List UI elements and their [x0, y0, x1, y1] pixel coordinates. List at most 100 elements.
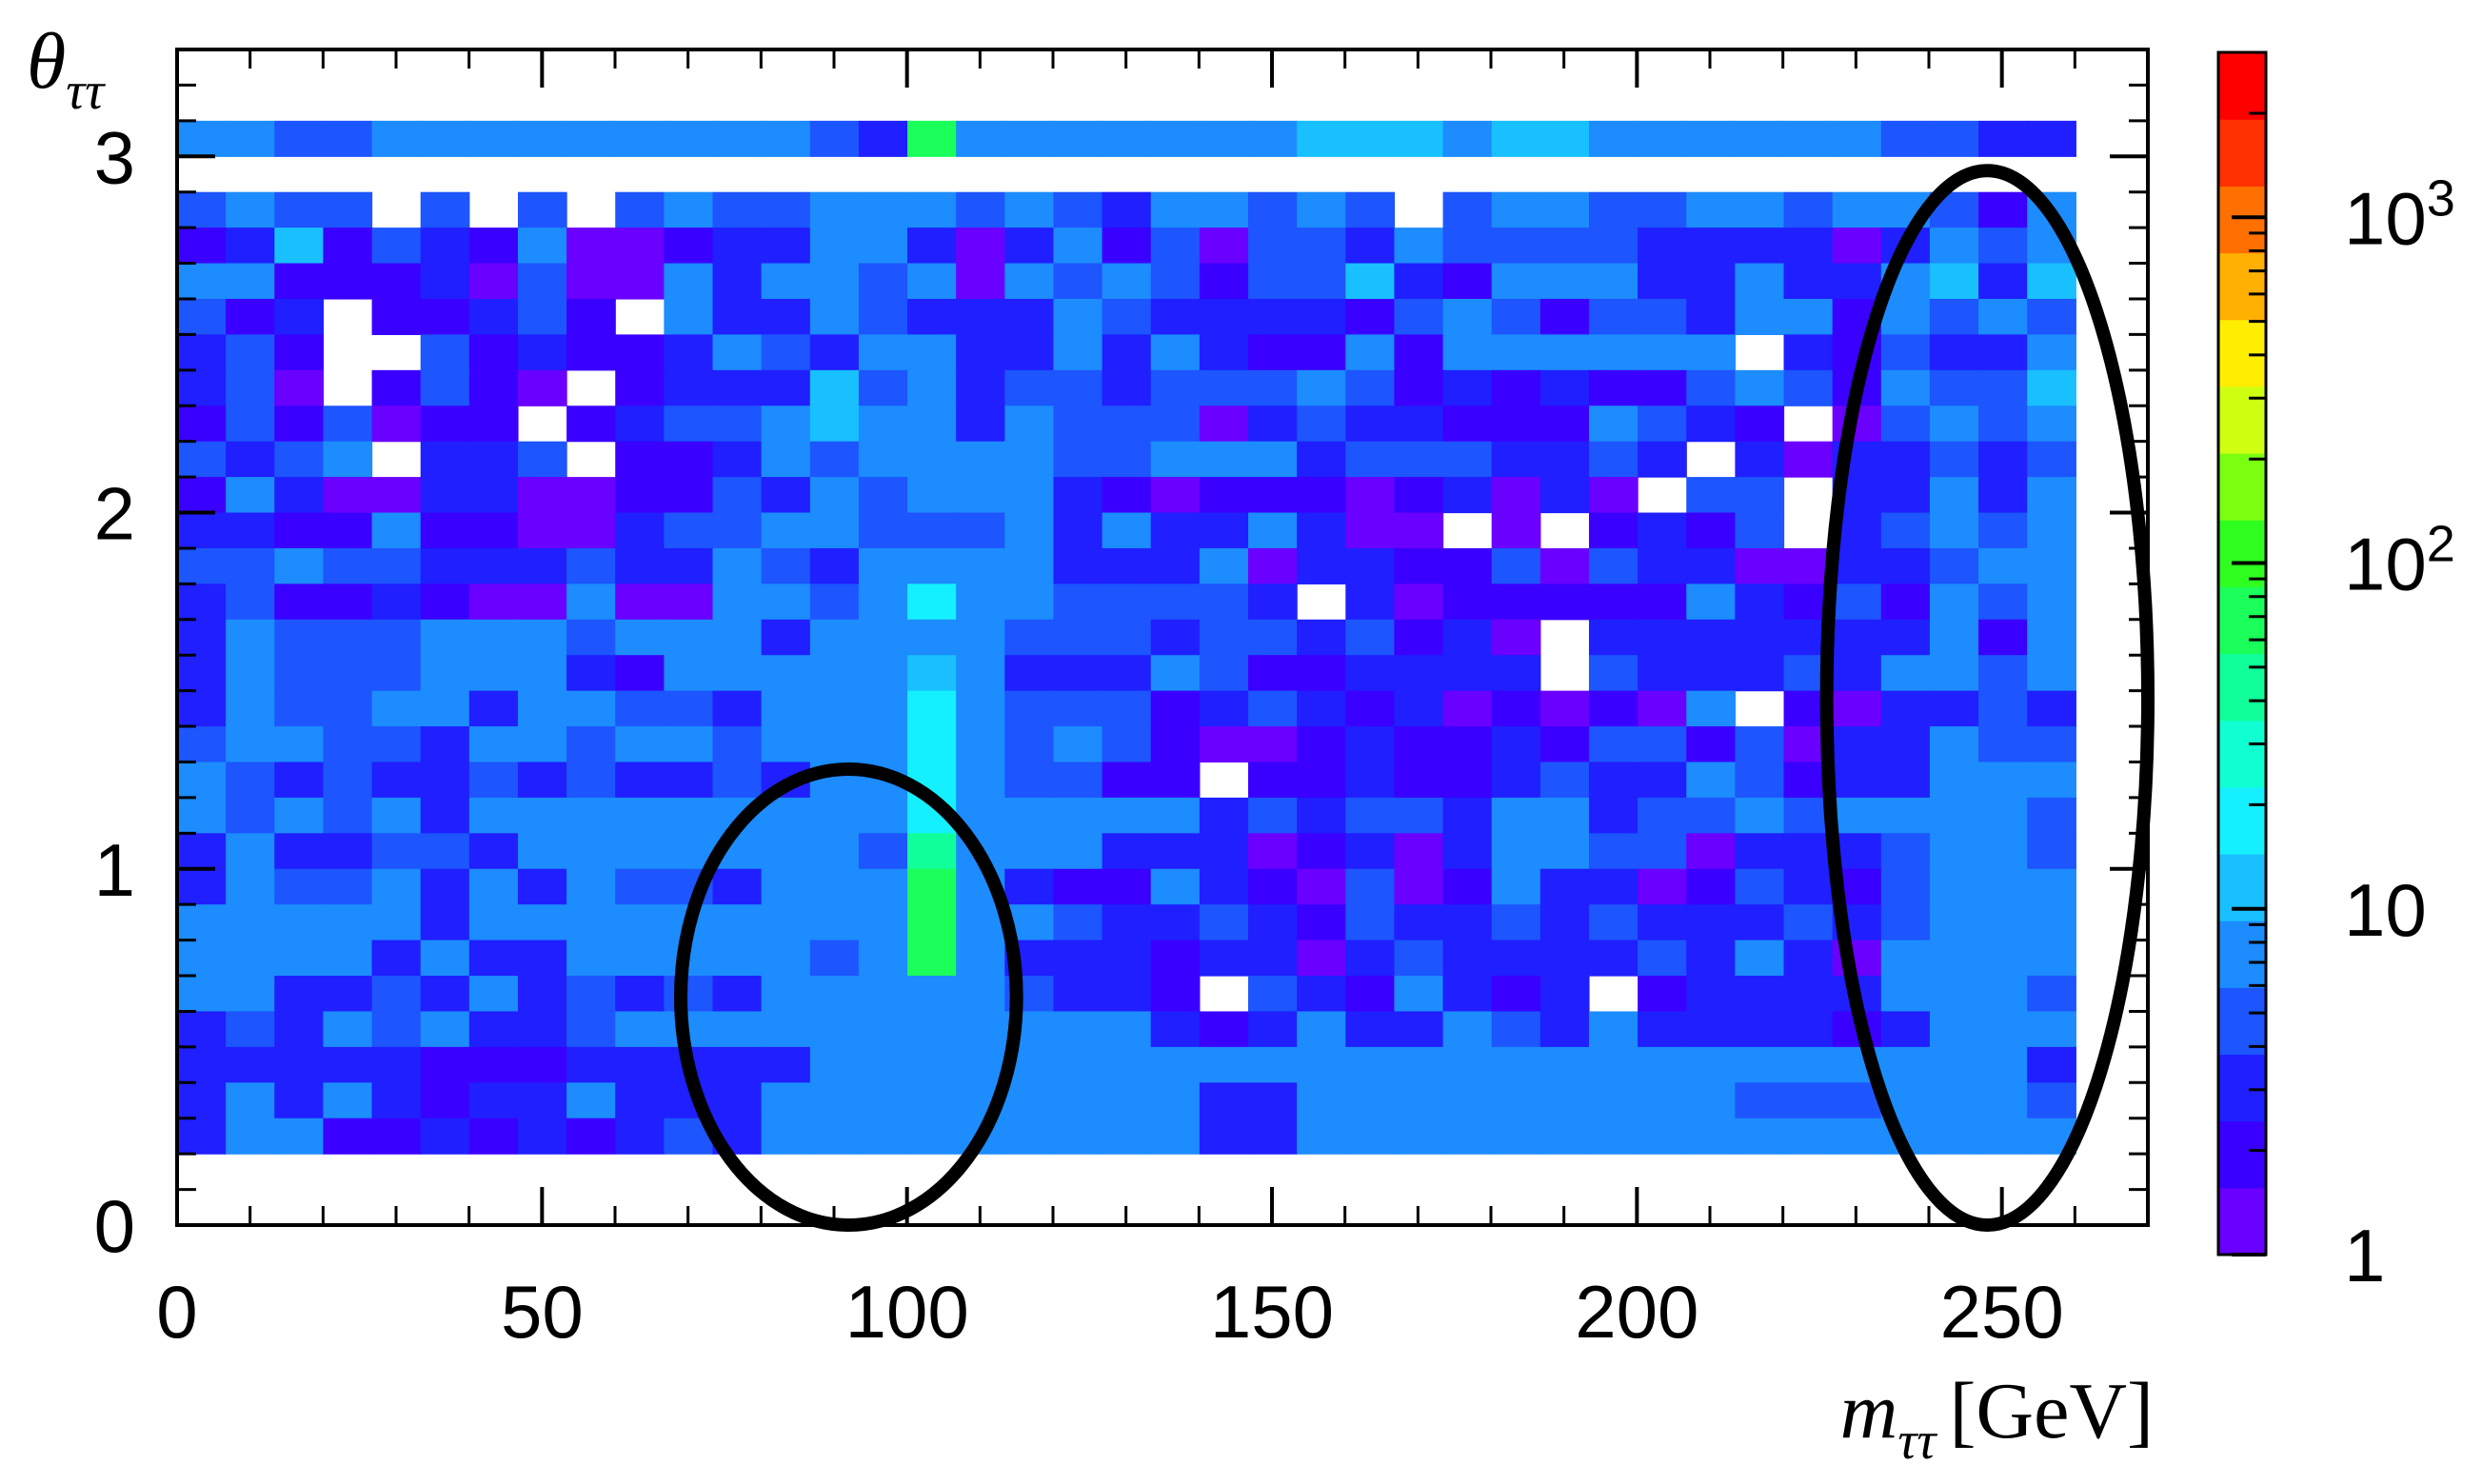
heatmap-cell — [1004, 263, 1055, 300]
heatmap-cell — [566, 334, 616, 371]
heatmap-cell — [1539, 334, 1590, 371]
heatmap-cell — [712, 726, 763, 763]
heatmap-cell — [809, 619, 860, 656]
heatmap-cell — [1394, 1046, 1444, 1083]
heatmap-cell — [1248, 477, 1298, 514]
heatmap-cell — [1686, 1011, 1736, 1048]
heatmap-cell — [1297, 868, 1346, 905]
heatmap-cell — [712, 904, 763, 941]
axis-ticks: 0 50 100 150 200 250 0 1 2 3 — [94, 48, 2150, 1354]
heatmap-cell — [1588, 940, 1639, 977]
heatmap-cell — [664, 298, 714, 335]
heatmap-cell — [1929, 228, 1979, 265]
heatmap-cell — [566, 797, 616, 834]
heatmap-cell — [615, 263, 665, 300]
heatmap-cell — [615, 833, 665, 870]
heatmap-cell — [1004, 334, 1055, 371]
heatmap-cell — [761, 120, 811, 157]
heatmap-cell — [1832, 690, 1882, 727]
heatmap-cell — [809, 1118, 860, 1155]
heatmap-cell — [1102, 228, 1152, 265]
y-tick-label: 1 — [94, 828, 135, 912]
heatmap-cell — [420, 868, 470, 905]
heatmap-cell — [1297, 441, 1346, 478]
heatmap-cell — [177, 619, 227, 656]
heatmap-cell — [1880, 584, 1931, 621]
heatmap-cell — [712, 298, 763, 335]
heatmap-cell — [712, 406, 763, 443]
heatmap-cell — [1004, 619, 1055, 656]
heatmap-cell — [1588, 547, 1639, 584]
heatmap-cell — [1588, 833, 1639, 870]
colorbar-label: 102 — [2344, 516, 2455, 606]
heatmap-cell — [1686, 762, 1736, 799]
heatmap-cell — [1150, 940, 1201, 977]
heatmap-cell — [274, 833, 325, 870]
heatmap-cell — [468, 1118, 519, 1155]
heatmap-cell — [858, 477, 908, 514]
heatmap-cell — [1588, 120, 1639, 157]
heatmap-cell — [1053, 584, 1103, 621]
y-axis-title: θττ — [27, 17, 106, 121]
colorbar-segment — [2218, 252, 2266, 321]
heatmap-cell — [226, 547, 275, 584]
heatmap-cell — [420, 547, 470, 584]
heatmap-cell — [420, 1082, 470, 1119]
heatmap-cell — [1297, 228, 1346, 265]
heatmap-cell — [858, 263, 908, 300]
heatmap-cell — [1638, 797, 1687, 834]
heatmap-cell — [1638, 584, 1687, 621]
heatmap-cell — [517, 1011, 567, 1048]
heatmap-cell — [809, 406, 860, 443]
heatmap-cell — [1880, 976, 1931, 1013]
heatmap-cell — [1735, 369, 1785, 406]
heatmap-cell — [1929, 584, 1979, 621]
heatmap-cell — [1638, 547, 1687, 584]
heatmap-cell — [712, 120, 763, 157]
heatmap-cell — [1199, 833, 1249, 870]
heatmap-cell — [1442, 976, 1493, 1013]
heatmap-cell — [420, 976, 470, 1013]
heatmap-cell — [1880, 690, 1931, 727]
heatmap-cell — [1735, 228, 1785, 265]
heatmap-cell — [420, 512, 470, 549]
heatmap-cell — [420, 406, 470, 443]
colorbar-segment — [2218, 386, 2266, 454]
heatmap-cell — [1297, 1046, 1346, 1083]
heatmap-cell — [1345, 512, 1396, 549]
heatmap-cell — [1345, 655, 1396, 692]
heatmap-cell — [809, 369, 860, 406]
heatmap-cell — [2027, 584, 2076, 621]
heatmap-cell — [1588, 726, 1639, 763]
heatmap-cell — [1199, 655, 1249, 692]
heatmap-cell — [1638, 976, 1687, 1013]
heatmap-cell — [1929, 406, 1979, 443]
heatmap-cell — [468, 1082, 519, 1119]
heatmap-cell — [1588, 655, 1639, 692]
heatmap-cell — [274, 1082, 325, 1119]
heatmap-cell — [761, 868, 811, 905]
heatmap-cell — [566, 1082, 616, 1119]
heatmap-cell — [907, 512, 957, 549]
heatmap-cell — [1053, 1118, 1103, 1155]
heatmap-cell — [420, 797, 470, 834]
heatmap-cell — [226, 1118, 275, 1155]
heatmap-cell — [1150, 298, 1201, 335]
heatmap-cell — [858, 334, 908, 371]
heatmap-cell — [1832, 547, 1882, 584]
heatmap-cell — [1345, 690, 1396, 727]
heatmap-cell — [1929, 1011, 1979, 1048]
heatmap-cell — [1442, 655, 1493, 692]
heatmap-cell — [1978, 1118, 2028, 1155]
heatmap-cell — [1297, 1118, 1346, 1155]
colorbar-segment — [2218, 119, 2266, 187]
heatmap-cell — [712, 441, 763, 478]
heatmap-cell — [1880, 762, 1931, 799]
colorbar-segment — [2218, 1120, 2266, 1189]
heatmap-cell — [809, 120, 860, 157]
heatmap-cell — [1004, 228, 1055, 265]
heatmap-cell — [858, 940, 908, 977]
heatmap-cell — [615, 762, 665, 799]
heatmap-cell — [226, 655, 275, 692]
heatmap-cell — [1638, 263, 1687, 300]
